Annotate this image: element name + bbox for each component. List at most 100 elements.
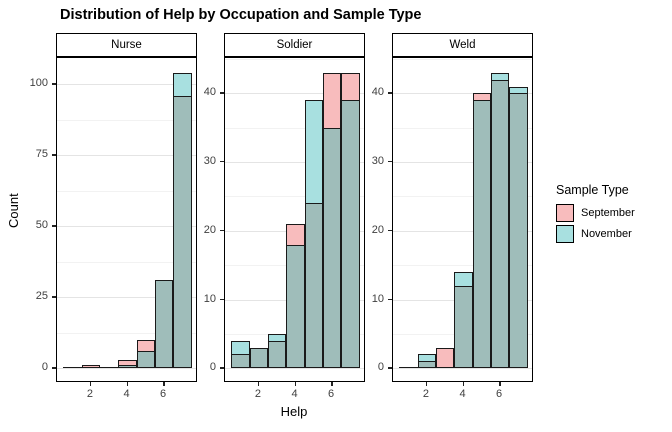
bar-x5-overlap <box>136 351 155 369</box>
chart-title: Distribution of Help by Occupation and S… <box>60 7 422 23</box>
bar-x6-overlap <box>322 127 342 369</box>
bar-x2-september <box>81 365 101 369</box>
y-tick-label: 30 <box>203 155 216 168</box>
y-axis-title: Count <box>6 193 21 228</box>
bar-x4-overlap <box>118 365 137 369</box>
x-tick-label: 4 <box>291 388 298 400</box>
y-tick-mark <box>388 229 392 232</box>
x-tick-mark <box>257 382 260 386</box>
gridline-minor <box>393 196 532 198</box>
bar-x3-september <box>436 347 455 369</box>
x-tick-label: 2 <box>86 388 93 400</box>
legend-entry-september: September <box>556 204 635 222</box>
y-tick-mark <box>52 367 56 369</box>
bar-x3-overlap <box>268 340 287 369</box>
gridline-minor <box>225 59 364 61</box>
y-tick-mark <box>388 92 392 94</box>
facet-strip-weld: Weld <box>392 33 533 57</box>
gridline-minor <box>393 59 532 61</box>
gridline-minor <box>225 127 364 129</box>
november-swatch-icon <box>556 225 574 243</box>
y-tick-label: 30 <box>371 155 384 168</box>
bar-x6-overlap <box>490 79 510 369</box>
gridline-minor <box>57 119 196 121</box>
y-tick-mark <box>220 229 224 232</box>
gridline-minor <box>57 261 196 263</box>
x-tick-mark <box>462 382 464 386</box>
y-tick-mark <box>388 367 392 369</box>
y-tick-label: 25 <box>35 290 48 303</box>
gridline-major <box>225 93 364 95</box>
gridline-major <box>57 368 196 370</box>
y-tick-label: 50 <box>35 219 48 232</box>
y-tick-mark <box>388 161 392 163</box>
gridline-major <box>393 368 532 370</box>
x-tick-label: 6 <box>160 388 167 400</box>
bar-x2-both <box>249 347 269 369</box>
y-tick-mark <box>220 367 224 369</box>
y-tick-mark <box>52 296 56 298</box>
y-tick-mark <box>220 161 224 163</box>
gridline-major <box>57 155 196 157</box>
x-axis-title: Help <box>280 404 308 419</box>
y-tick-label: 100 <box>29 77 48 90</box>
gridline-minor <box>393 265 532 267</box>
y-tick-mark <box>220 92 224 94</box>
x-tick-mark <box>294 382 296 386</box>
gridline-minor <box>57 190 196 192</box>
y-tick-label: 20 <box>371 223 384 236</box>
y-tick-label: 40 <box>371 86 384 99</box>
gridline-major <box>225 162 364 164</box>
bar-x7-overlap <box>341 100 360 369</box>
bar-x3-zero <box>100 366 119 368</box>
y-tick-label: 40 <box>203 86 216 99</box>
facet-strip-nurse: Nurse <box>56 33 197 57</box>
bar-x7-overlap <box>509 93 528 369</box>
september-swatch-icon <box>556 204 574 222</box>
gridline-major <box>393 93 532 95</box>
x-tick-label: 2 <box>422 388 429 400</box>
x-tick-label: 6 <box>328 388 335 400</box>
gridline-minor <box>393 127 532 129</box>
gridline-major <box>393 162 532 164</box>
gridline-minor <box>225 196 364 198</box>
gridline-major <box>225 368 364 370</box>
bar-x5-overlap <box>472 100 491 369</box>
x-tick-mark <box>126 382 128 386</box>
bar-x4-overlap <box>454 285 473 369</box>
x-tick-mark <box>163 382 165 386</box>
x-tick-label: 6 <box>496 388 503 400</box>
gridline-major <box>57 226 196 228</box>
facet-strip-label: Soldier <box>276 39 313 51</box>
bar-x4-overlap <box>286 244 305 369</box>
legend-label-november: November <box>581 228 632 240</box>
facet-panel-nurse <box>56 57 197 382</box>
y-tick-mark <box>220 298 224 300</box>
x-tick-mark <box>89 382 92 386</box>
bar-x1-zero <box>63 366 82 368</box>
legend-label-september: September <box>581 207 635 219</box>
bar-x5-overlap <box>304 203 323 369</box>
bar-x6-both <box>154 280 174 369</box>
y-tick-label: 20 <box>203 223 216 236</box>
y-tick-label: 75 <box>35 148 48 161</box>
y-tick-label: 0 <box>209 361 216 374</box>
bar-x7-overlap <box>173 95 192 369</box>
facet-panel-weld <box>392 57 533 382</box>
x-tick-mark <box>499 382 501 386</box>
facet-strip-soldier: Soldier <box>224 33 365 57</box>
y-tick-label: 10 <box>203 292 216 305</box>
bar-x1-zero <box>399 366 418 368</box>
gridline-major <box>393 230 532 232</box>
y-tick-mark <box>52 83 56 85</box>
y-tick-mark <box>52 225 56 227</box>
gridline-major <box>57 297 196 299</box>
y-tick-label: 10 <box>371 292 384 305</box>
gridline-major <box>57 84 196 86</box>
bar-x1-overlap <box>231 354 250 369</box>
y-tick-mark <box>52 154 56 156</box>
legend-entry-november: November <box>556 225 635 243</box>
x-tick-label: 2 <box>254 388 261 400</box>
legend: Sample Type September November <box>556 183 635 246</box>
